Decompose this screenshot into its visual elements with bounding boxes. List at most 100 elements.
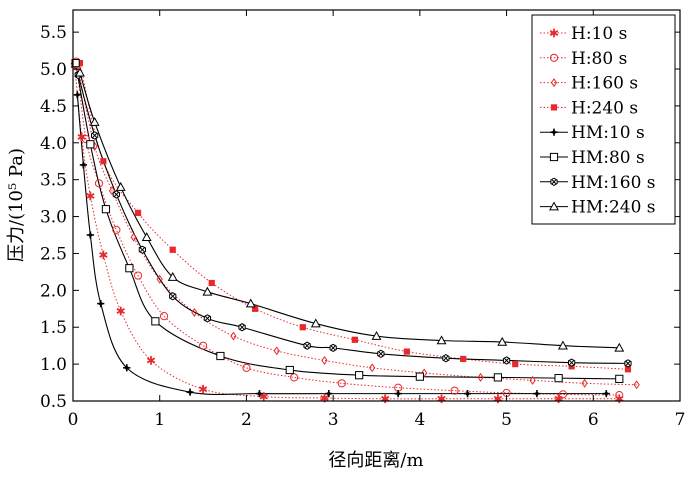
data-point-s6-p8 bbox=[329, 343, 337, 353]
data-point-s0-p10 bbox=[437, 394, 446, 404]
x-axis-label: 径向距离/m bbox=[328, 450, 423, 471]
y-tick-labels: 0.5 1.0 1.5 2.0 2.5 3.0 3.5 4.0 4.5 5.0 5.5 bbox=[40, 23, 67, 412]
x-tick-label: 4 bbox=[414, 410, 425, 430]
data-point-s1-p13 bbox=[558, 390, 568, 399]
data-point-s4-p6 bbox=[255, 390, 264, 398]
data-point-s2-p9 bbox=[369, 363, 376, 373]
data-point-s0-p11 bbox=[493, 394, 503, 404]
legend-marker bbox=[549, 53, 559, 62]
data-point-s5-p1 bbox=[86, 140, 95, 149]
data-point-s5-p9 bbox=[493, 373, 502, 382]
legend-label: HM:80 s bbox=[571, 148, 645, 168]
x-tick-label: 7 bbox=[675, 410, 686, 430]
data-point-s7-p7 bbox=[310, 318, 321, 328]
data-point-s6-p3 bbox=[138, 245, 146, 254]
data-point-s1-p5 bbox=[159, 312, 169, 321]
data-point-s7-p0 bbox=[74, 67, 85, 77]
data-point-s2-p2 bbox=[108, 186, 116, 196]
y-tick-label: 1.0 bbox=[40, 355, 67, 375]
data-point-s3-p7 bbox=[351, 336, 358, 343]
y-tick-label: 2.0 bbox=[40, 281, 67, 301]
data-point-s2-p3 bbox=[130, 232, 137, 242]
data-point-s1-p2 bbox=[94, 179, 104, 188]
data-point-s3-p6 bbox=[299, 324, 306, 331]
data-point-s6-p1 bbox=[91, 131, 99, 140]
plot-frame bbox=[72, 9, 681, 402]
data-point-s7-p8 bbox=[371, 330, 382, 340]
legend-marker bbox=[550, 104, 558, 111]
legend: H:10 s H:80 s H:160 s H:240 s HM:10 s HM:80 s… bbox=[531, 14, 676, 225]
legend-label: H:240 s bbox=[571, 98, 638, 118]
data-point-s4-p0 bbox=[73, 91, 81, 99]
data-point-s4-p10 bbox=[533, 390, 541, 398]
data-point-s4-p2 bbox=[86, 231, 94, 239]
data-point-s7-p3 bbox=[141, 232, 152, 242]
data-point-s1-p8 bbox=[290, 373, 299, 382]
data-point-s6-p12 bbox=[567, 358, 576, 367]
data-point-s1-p11 bbox=[450, 386, 459, 395]
data-point-s2-p4 bbox=[156, 274, 163, 284]
data-point-s3-p8 bbox=[403, 348, 410, 355]
data-point-s3-p9 bbox=[460, 355, 467, 363]
data-point-s6-p5 bbox=[203, 314, 212, 323]
y-tick-label: 3.5 bbox=[40, 171, 67, 191]
data-point-s1-p9 bbox=[337, 379, 346, 388]
data-point-s1-p3 bbox=[112, 225, 121, 234]
x-tick-label: 6 bbox=[588, 410, 599, 430]
data-point-s5-p7 bbox=[355, 371, 364, 380]
data-point-s6-p7 bbox=[303, 341, 311, 350]
y-tick-label: 4.5 bbox=[40, 97, 67, 117]
legend-marker bbox=[550, 78, 558, 88]
data-point-s5-p6 bbox=[285, 365, 294, 375]
legend-label: H:10 s bbox=[571, 24, 627, 44]
data-point-s2-p5 bbox=[191, 307, 198, 317]
data-point-s4-p9 bbox=[463, 390, 472, 398]
data-point-s7-p12 bbox=[614, 342, 625, 352]
data-point-s7-p10 bbox=[497, 336, 508, 346]
data-point-s2-p11 bbox=[477, 372, 484, 382]
data-point-s6-p6 bbox=[238, 323, 246, 332]
data-point-s4-p7 bbox=[325, 390, 333, 398]
legend-box bbox=[531, 14, 676, 225]
data-point-s7-p9 bbox=[436, 335, 447, 345]
legend-marker bbox=[550, 177, 558, 186]
y-tick-label: 4.0 bbox=[40, 134, 67, 154]
data-point-s3-p1 bbox=[100, 158, 107, 165]
data-point-s5-p5 bbox=[216, 351, 225, 361]
data-point-s2-p13 bbox=[581, 378, 588, 388]
x-tick-label: 5 bbox=[501, 410, 512, 430]
data-point-s7-p11 bbox=[557, 340, 568, 350]
x-tick-label: 2 bbox=[241, 410, 252, 430]
data-point-s5-p0 bbox=[71, 59, 80, 68]
legend-marker bbox=[549, 201, 559, 211]
data-point-s5-p8 bbox=[415, 372, 424, 381]
data-point-s6-p9 bbox=[377, 349, 385, 358]
data-point-s0-p9 bbox=[380, 394, 390, 404]
series-markers bbox=[70, 57, 640, 404]
data-point-s5-p11 bbox=[615, 374, 624, 383]
data-point-s6-p4 bbox=[169, 292, 177, 301]
data-point-s3-p2 bbox=[134, 209, 142, 216]
data-point-s4-p4 bbox=[123, 364, 131, 372]
data-point-s7-p5 bbox=[202, 286, 213, 296]
data-point-s3-p5 bbox=[252, 305, 259, 312]
legend-marker bbox=[549, 152, 559, 162]
data-point-s5-p3 bbox=[125, 264, 134, 273]
data-point-s7-p6 bbox=[245, 298, 256, 308]
legend-label: H:80 s bbox=[571, 49, 627, 69]
data-point-s4-p3 bbox=[97, 300, 105, 308]
data-point-s4-p11 bbox=[602, 390, 610, 398]
data-point-s6-p11 bbox=[502, 356, 511, 365]
legend-label: HM:240 s bbox=[571, 198, 656, 218]
data-point-s6-p13 bbox=[624, 359, 632, 368]
data-point-s0-p4 bbox=[116, 306, 125, 316]
data-point-s0-p3 bbox=[99, 250, 108, 260]
data-point-s5-p4 bbox=[151, 317, 160, 326]
data-point-s3-p3 bbox=[169, 246, 176, 253]
data-point-s2-p6 bbox=[230, 331, 237, 341]
data-point-s5-p10 bbox=[554, 374, 563, 383]
legend-label: H:160 s bbox=[571, 74, 638, 94]
data-point-s3-p4 bbox=[208, 279, 215, 287]
data-point-s1-p6 bbox=[198, 341, 208, 350]
